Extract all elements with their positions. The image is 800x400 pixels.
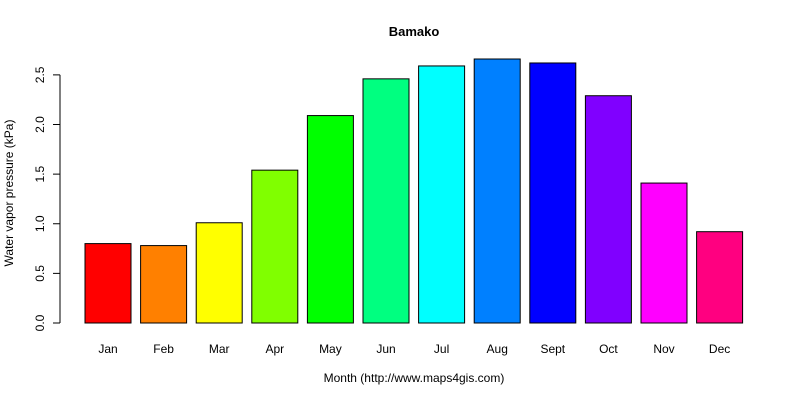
- bar-feb: [140, 245, 188, 324]
- bar-oct: [584, 95, 632, 324]
- bar-nov: [640, 182, 688, 324]
- x-tick-label-jun: Jun: [376, 342, 395, 356]
- x-tick-label-mar: Mar: [209, 342, 230, 356]
- x-tick-label-may: May: [319, 342, 342, 356]
- x-tick-label-feb: Feb: [153, 342, 174, 356]
- y-tick-label: 0.0: [33, 314, 47, 331]
- x-tick-labels: Jan Feb Mar Apr May Jun Jul Aug Sept Oct Nov Dec: [98, 342, 730, 356]
- x-tick-label-sept: Sept: [540, 342, 565, 356]
- chart-title: Bamako: [389, 24, 440, 39]
- bar-apr: [251, 169, 299, 324]
- y-tick-label: 0.5: [33, 265, 47, 282]
- x-tick-label-aug: Aug: [487, 342, 508, 356]
- y-tick-label: 1.0: [33, 215, 47, 232]
- x-tick-label-oct: Oct: [599, 342, 618, 356]
- y-axis: 0.0 0.5 1.0 1.5 2.0 2.5: [33, 66, 61, 331]
- y-tick-label: 1.5: [33, 165, 47, 182]
- x-tick-label-dec: Dec: [709, 342, 730, 356]
- y-axis-label: Water vapor pressure (kPa): [2, 120, 16, 267]
- y-tick-label: 2.5: [33, 66, 47, 83]
- bar-may: [306, 115, 354, 324]
- x-tick-label-jul: Jul: [434, 342, 449, 356]
- y-tick-label: 2.0: [33, 116, 47, 133]
- bars-group: [84, 58, 744, 324]
- x-tick-label-nov: Nov: [653, 342, 674, 356]
- bar-jul: [418, 65, 466, 324]
- bar-dec: [696, 231, 744, 324]
- x-tick-label-apr: Apr: [265, 342, 284, 356]
- bar-jan: [84, 243, 132, 324]
- x-axis-label: Month (http://www.maps4gis.com): [324, 371, 505, 385]
- x-tick-label-jan: Jan: [98, 342, 117, 356]
- bar-jun: [362, 78, 410, 324]
- bar-sept: [529, 62, 577, 324]
- bar-mar: [195, 222, 243, 324]
- bar-aug: [473, 58, 521, 324]
